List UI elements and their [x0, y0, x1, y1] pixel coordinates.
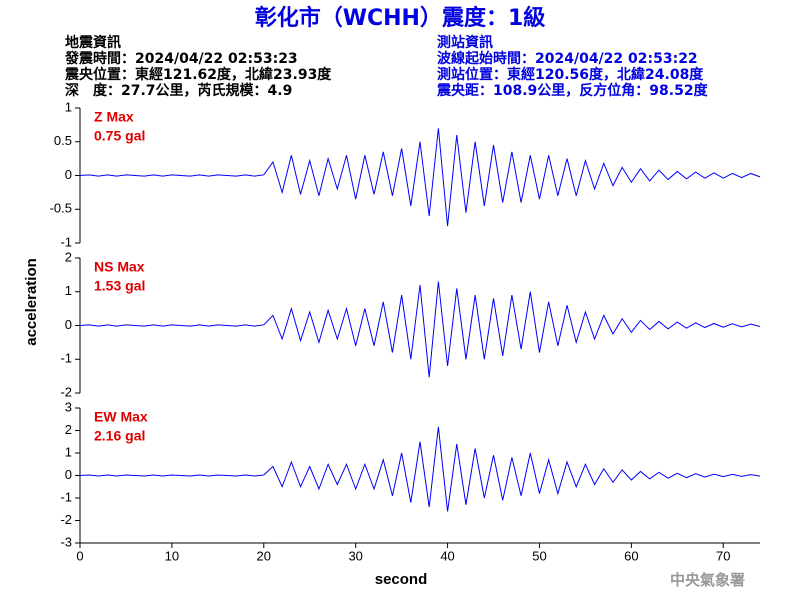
y-tick-label: 0.5 — [54, 133, 72, 148]
info-right: 測站資訊 — [437, 34, 493, 51]
y-tick-label: 0 — [65, 467, 72, 482]
waveform — [79, 281, 761, 378]
y-tick-label: -3 — [60, 534, 72, 549]
info-right: 波線起始時間：2024/04/22 02:53:22 — [437, 50, 698, 67]
info-left: 深 度：27.7公里，芮氏規模：4.9 — [65, 82, 292, 99]
y-tick-label: 2 — [65, 422, 72, 437]
y-tick-label: 1 — [65, 99, 72, 114]
y-tick-label: 2 — [65, 249, 72, 264]
x-tick-label: 0 — [76, 548, 83, 563]
info-left: 震央位置：東經121.62度，北緯23.93度 — [64, 66, 332, 83]
x-tick-label: 30 — [348, 548, 362, 563]
annotation: 1.53 gal — [94, 278, 145, 294]
x-tick-label: 70 — [716, 548, 730, 563]
footer: 中央氣象署 — [670, 571, 745, 589]
y-axis-label: acceleration — [23, 258, 40, 346]
annotation: EW Max — [94, 409, 148, 425]
x-axis-label: second — [375, 571, 428, 588]
info-left: 地震資訊 — [65, 34, 121, 51]
info-right: 測站位置：東經120.56度，北緯24.08度 — [437, 66, 704, 83]
title: 彰化市（WCHH）震度：1級 — [255, 5, 546, 31]
x-tick-label: 40 — [440, 548, 454, 563]
annotation: 2.16 gal — [94, 428, 145, 444]
annotation: NS Max — [94, 259, 145, 275]
y-tick-label: 0 — [65, 317, 72, 332]
x-tick-label: 20 — [257, 548, 271, 563]
y-tick-label: -0.5 — [50, 201, 72, 216]
y-tick-label: -1 — [60, 234, 72, 249]
y-tick-label: -1 — [60, 489, 72, 504]
y-tick-label: -1 — [60, 351, 72, 366]
info-left: 發震時間：2024/04/22 02:53:23 — [64, 50, 298, 67]
y-tick-label: 1 — [65, 444, 72, 459]
x-tick-label: 10 — [165, 548, 179, 563]
y-tick-label: -2 — [60, 512, 72, 527]
info-right: 震央距：108.9公里，反方位角：98.52度 — [436, 82, 709, 99]
y-tick-label: 1 — [65, 283, 72, 298]
waveform — [79, 426, 761, 512]
x-tick-label: 60 — [624, 548, 638, 563]
annotation: 0.75 gal — [94, 128, 145, 144]
annotation: Z Max — [94, 109, 134, 125]
waveform — [79, 128, 761, 227]
y-tick-label: 0 — [65, 167, 72, 182]
x-tick-label: 50 — [532, 548, 546, 563]
y-tick-label: 3 — [65, 399, 72, 414]
y-tick-label: -2 — [60, 384, 72, 399]
